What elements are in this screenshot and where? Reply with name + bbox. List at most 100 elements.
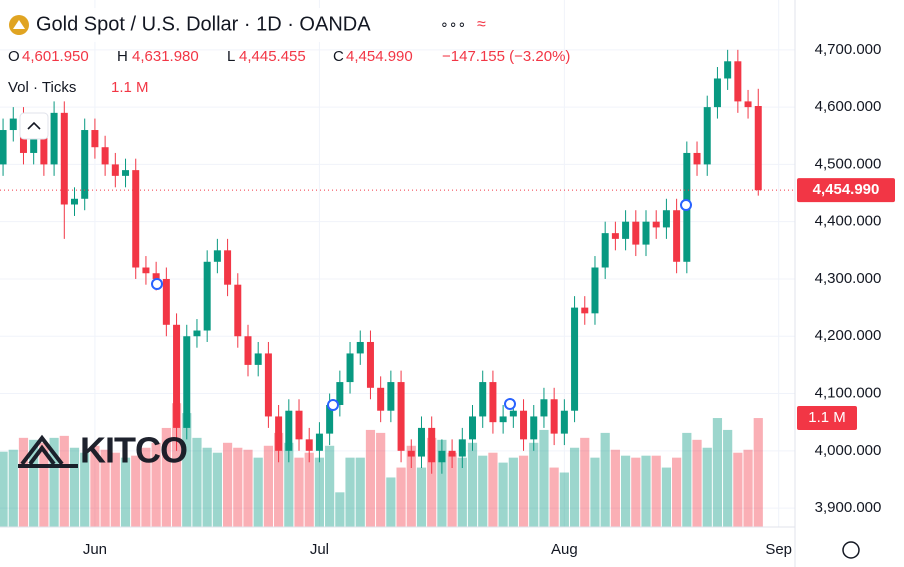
candle-body (458, 439, 466, 457)
volume-bar (49, 437, 59, 527)
volume-bar (345, 457, 355, 527)
volume-bar (80, 452, 90, 527)
volume-bar (723, 429, 733, 527)
last-price-label: 4,454.990 (813, 181, 880, 198)
volume-bar (294, 457, 304, 527)
candle-body (377, 387, 385, 411)
candle-body (550, 399, 558, 434)
candle-body (193, 330, 201, 337)
volume-bar (29, 439, 39, 527)
symbol-title[interactable]: Gold Spot / U.S. Dollar · 1D · OANDA (36, 13, 371, 35)
candle-body (754, 106, 762, 191)
candle-body (397, 382, 405, 451)
volume-bar (386, 477, 396, 527)
candle-body (244, 336, 252, 365)
candle-body (622, 221, 630, 239)
volume-bar (478, 455, 488, 527)
candle-body (581, 307, 589, 314)
event-marker[interactable] (151, 278, 163, 290)
candle-body (366, 341, 374, 388)
candle-body (407, 450, 415, 457)
volume-bar (8, 449, 18, 527)
y-tick-label: 4,000.000 (815, 442, 882, 459)
y-tick-label: 4,500.000 (815, 155, 882, 172)
candle-body (213, 250, 221, 262)
event-marker[interactable] (327, 399, 339, 411)
candle-body (91, 130, 99, 148)
candle-body (356, 341, 364, 354)
volume-bar (90, 445, 100, 527)
volume-bar (182, 413, 192, 527)
candle-body (326, 404, 334, 434)
candle-body (122, 170, 130, 176)
ohlc-value: 4,445.455 (239, 48, 306, 65)
event-markers (151, 199, 692, 411)
volume-bar (406, 445, 416, 527)
candle-body (520, 410, 528, 440)
volume-bar (498, 462, 508, 527)
compare-icon[interactable]: ≈ (477, 16, 486, 33)
volume-bar (488, 452, 498, 527)
candle-body (0, 130, 7, 165)
y-tick-label: 4,600.000 (815, 98, 882, 115)
candle-body (632, 221, 640, 245)
volume-bar (192, 437, 202, 527)
candle-body (591, 267, 599, 314)
ohlc-value: 4,454.990 (346, 48, 413, 65)
collapse-button[interactable] (19, 112, 49, 140)
candle-body (693, 152, 701, 165)
candle-body (50, 112, 58, 165)
volume-bar (243, 449, 253, 527)
candle-body (162, 278, 170, 325)
candle-body (40, 124, 48, 165)
ohlc-value: 4,601.950 (22, 48, 89, 65)
settings-icon[interactable] (842, 541, 860, 559)
volume-bar (712, 418, 723, 527)
volume-bar (39, 442, 49, 527)
volume-bar (110, 452, 120, 527)
candle-body (336, 382, 344, 405)
candle-body (703, 107, 711, 165)
volume-bar (672, 457, 682, 527)
candle-body (132, 170, 140, 268)
candle-body (724, 61, 732, 79)
event-marker[interactable] (504, 398, 516, 410)
volume-bar (263, 445, 274, 527)
candle-body (173, 324, 181, 428)
candle-body (469, 416, 477, 440)
volume-bar (284, 442, 294, 527)
watermark-text: KITCO (80, 430, 187, 471)
candle-body (611, 233, 619, 239)
volume-bar (743, 449, 753, 527)
change: −147.155 (−3.20%) (442, 48, 570, 65)
volume-bar (508, 457, 518, 527)
volume-bar (396, 467, 406, 527)
ohlc-key: C (333, 48, 344, 65)
volume-bar (702, 447, 712, 527)
volume-bar (222, 442, 233, 527)
volume-bar (620, 455, 631, 527)
volume-bar (120, 457, 131, 527)
volume-bar (580, 437, 590, 527)
candle-body (479, 382, 487, 417)
candle-body (70, 198, 78, 205)
volume-legend: 1.1 M (111, 79, 149, 96)
volume-bar (274, 432, 284, 527)
candle-body (101, 147, 109, 165)
x-tick-label: Aug (551, 541, 578, 558)
volume-last-label: 1.1 M (808, 409, 846, 426)
volume-bar (651, 455, 661, 527)
candle-body (183, 336, 191, 428)
x-tick-label: Jul (310, 541, 329, 558)
volume-bar (202, 447, 212, 527)
candle-body (234, 284, 242, 337)
candle-body (489, 382, 497, 423)
candle-body (713, 78, 721, 108)
more-icon[interactable]: ∘∘∘ (440, 16, 466, 32)
candle-body (530, 416, 538, 440)
event-marker[interactable] (680, 199, 692, 211)
candle-body (662, 210, 670, 228)
candle-body (142, 267, 150, 274)
volume-bar (212, 452, 222, 527)
volume-bar (69, 447, 80, 527)
